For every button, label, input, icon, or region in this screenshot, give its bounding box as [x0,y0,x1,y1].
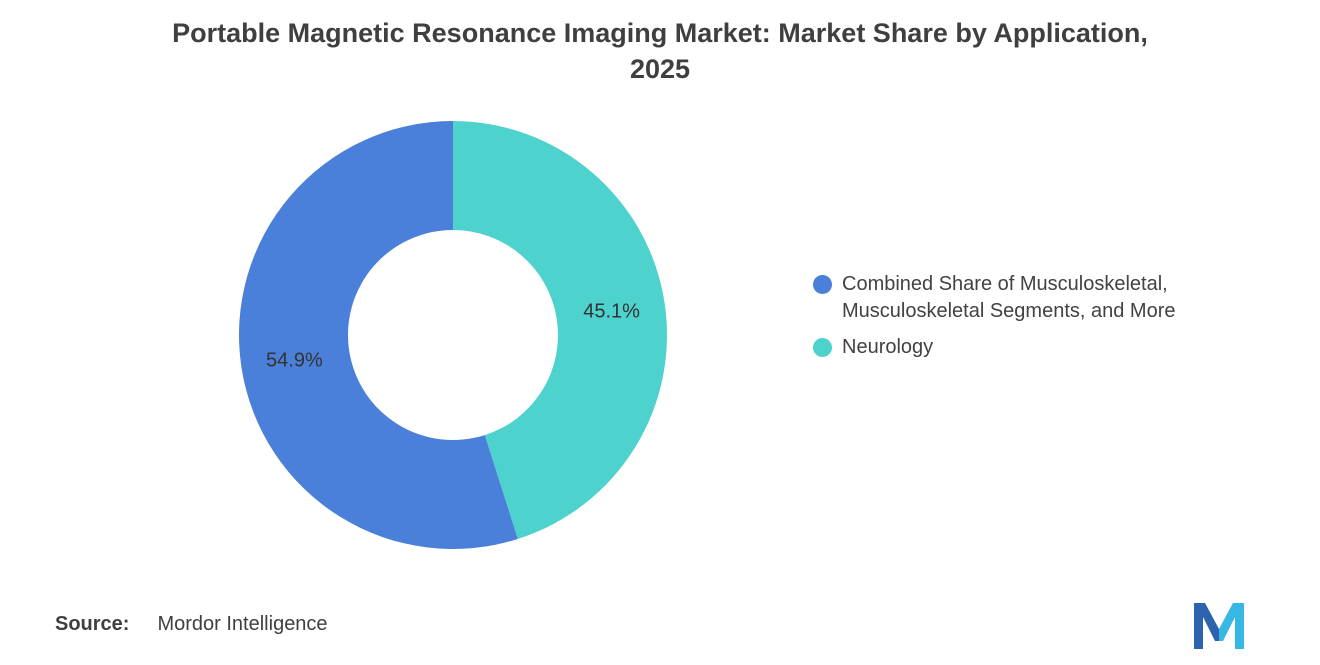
donut-slice-0[interactable] [238,121,518,549]
legend-item-neurology[interactable]: Neurology [813,334,1176,361]
source-label: Source: [55,613,130,635]
source-line: Source: Mordor Intelligence [55,613,328,636]
legend: Combined Share of Musculoskeletal, Muscu… [813,271,1176,361]
logo-right-shape [1219,603,1244,649]
legend-item-combined-share[interactable]: Combined Share of Musculoskeletal, Muscu… [813,271,1176,325]
mordor-intelligence-logo [1194,603,1244,649]
donut-slice-1[interactable] [453,121,667,539]
slice-label-1: 45.1% [583,300,640,322]
legend-marker-combined-share [813,275,832,294]
source-value: Mordor Intelligence [157,613,328,635]
legend-marker-neurology [813,338,832,357]
chart-title: Portable Magnetic Resonance Imaging Mark… [172,18,1148,84]
slice-label-0: 54.9% [266,350,323,372]
donut-svg: 45.1% 54.9% [238,121,667,549]
legend-label-neurology: Neurology [842,336,934,358]
legend-label-combined-share: Combined Share of Musculoskeletal, Muscu… [842,273,1176,322]
donut-chart: 45.1% 54.9% [233,115,673,555]
logo-left-shape [1194,603,1219,649]
